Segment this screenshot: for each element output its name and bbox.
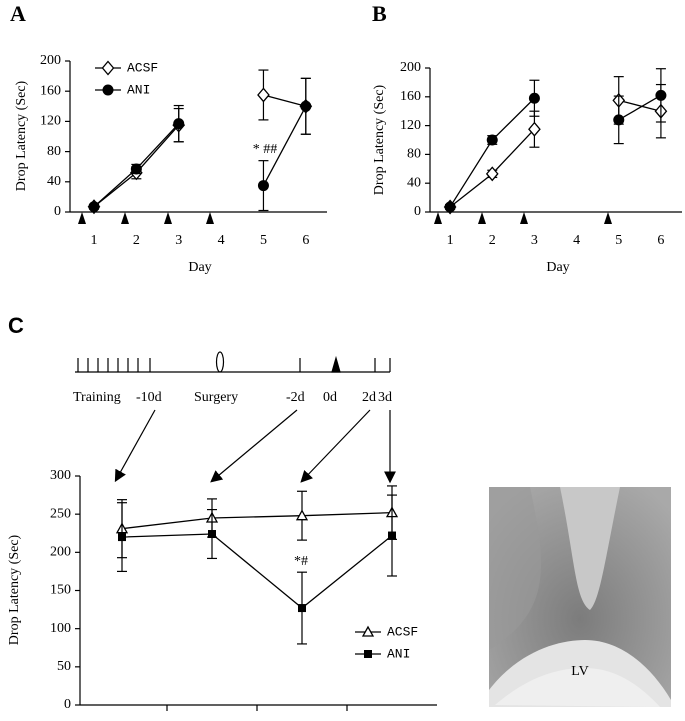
point <box>528 92 540 104</box>
panel-label: A <box>10 1 26 26</box>
point <box>118 533 126 542</box>
y-tick-label: 100 <box>50 621 71 636</box>
y-tick-label: 40 <box>47 174 61 189</box>
point <box>486 134 498 146</box>
micrograph: LV <box>489 487 671 707</box>
timeline-label: Training <box>73 390 121 405</box>
y-tick-label: 200 <box>400 60 421 75</box>
image-label: LV <box>571 664 588 679</box>
annotation: * ## <box>253 142 278 157</box>
point <box>173 118 185 130</box>
point <box>300 100 312 112</box>
legend-label: ACSF <box>387 624 418 639</box>
timeline-label: -10d <box>136 390 162 405</box>
x-axis-label: Day <box>188 260 211 275</box>
point <box>485 166 499 182</box>
point <box>613 114 625 126</box>
y-tick-label: 160 <box>400 89 421 104</box>
y-axis-label: Drop Latency (Sec) <box>7 534 22 645</box>
y-tick-label: 200 <box>40 53 61 68</box>
y-tick-label: 250 <box>50 506 71 521</box>
point <box>528 121 541 137</box>
series-line <box>121 511 393 530</box>
y-tick-label: 80 <box>407 147 421 162</box>
panel-label: B <box>372 1 387 26</box>
x-tick-label: 4 <box>573 233 580 248</box>
point <box>444 201 456 213</box>
series-line <box>121 533 393 609</box>
timeline-label: 2d <box>362 390 376 405</box>
y-tick-label: 80 <box>47 144 61 159</box>
y-tick-label: 160 <box>40 83 61 98</box>
y-tick-label: 0 <box>64 697 71 712</box>
x-tick-label: 3 <box>175 233 182 248</box>
y-tick-label: 0 <box>414 204 421 219</box>
annotation: *# <box>294 554 308 569</box>
y-axis-label: Drop Latency (Sec) <box>372 84 387 195</box>
series-line <box>263 94 306 107</box>
y-tick-label: 120 <box>400 118 421 133</box>
series-line <box>618 99 662 112</box>
timeline-label: -2d <box>286 390 305 405</box>
point <box>130 163 142 175</box>
series-line <box>618 94 662 121</box>
x-tick-label: 6 <box>657 233 664 248</box>
point <box>88 201 100 213</box>
series-line <box>262 105 307 186</box>
y-axis-label: Drop Latency (Sec) <box>14 80 29 191</box>
legend-label: ACSF <box>127 60 158 75</box>
injection-markers <box>78 212 612 224</box>
point <box>298 604 306 613</box>
x-tick-label: 5 <box>615 233 622 248</box>
point <box>257 180 269 192</box>
series-line <box>449 97 535 208</box>
x-tick-label: 4 <box>218 233 225 248</box>
point <box>208 530 216 539</box>
legend-marker <box>364 650 372 658</box>
legend-marker <box>101 60 115 76</box>
point <box>388 531 396 540</box>
timeline <box>75 351 396 484</box>
x-tick-label: 1 <box>447 233 454 248</box>
point <box>257 87 270 103</box>
y-tick-label: 120 <box>40 114 61 129</box>
point <box>655 89 667 101</box>
timeline-label: Surgery <box>194 390 238 405</box>
y-tick-label: 150 <box>50 583 71 598</box>
x-tick-label: 2 <box>489 233 496 248</box>
y-tick-label: 300 <box>50 468 71 483</box>
x-tick-label: 3 <box>531 233 538 248</box>
legend-label: ANI <box>127 82 150 97</box>
legend-marker <box>102 84 114 96</box>
x-tick-label: 1 <box>90 233 97 248</box>
panel-label: C <box>8 313 24 338</box>
x-tick-label: 5 <box>260 233 267 248</box>
y-tick-label: 50 <box>57 659 71 674</box>
x-tick-label: 6 <box>302 233 309 248</box>
timeline-label: 0d <box>323 390 337 405</box>
timeline-label: 3d <box>378 390 392 405</box>
x-tick-label: 2 <box>133 233 140 248</box>
y-tick-label: 40 <box>407 175 421 190</box>
y-tick-label: 200 <box>50 545 71 560</box>
point <box>295 509 309 521</box>
legend-marker <box>361 625 375 637</box>
y-tick-label: 0 <box>54 204 61 219</box>
x-axis-label: Day <box>546 260 569 275</box>
legend-label: ANI <box>387 646 410 661</box>
